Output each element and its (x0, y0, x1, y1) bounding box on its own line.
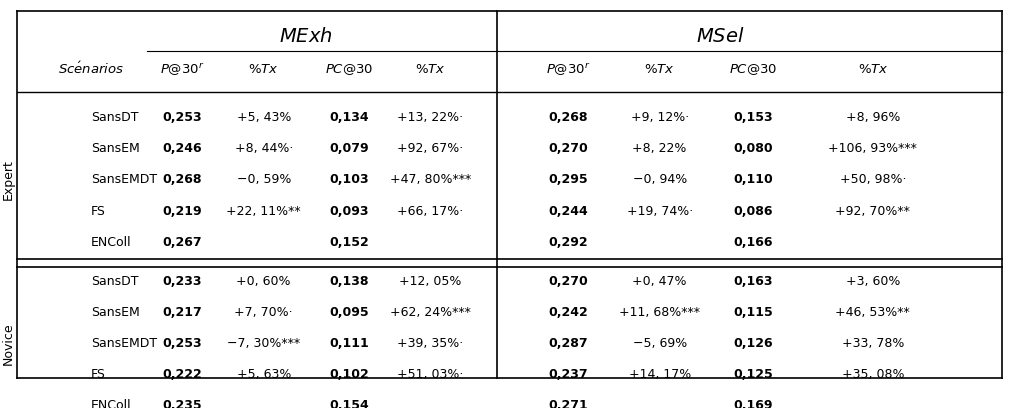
Text: 0,287: 0,287 (548, 337, 588, 350)
Text: 0,267: 0,267 (163, 236, 202, 249)
Text: 0,080: 0,080 (733, 142, 773, 155)
Text: +92, 70%**: +92, 70%** (835, 204, 910, 217)
Text: 0,242: 0,242 (548, 306, 588, 319)
Text: +19, 74%·: +19, 74%· (626, 204, 693, 217)
Text: 0,111: 0,111 (330, 337, 369, 350)
Text: $P@30^r$: $P@30^r$ (161, 61, 204, 78)
Text: 0,217: 0,217 (163, 306, 202, 319)
Text: +11, 68%***: +11, 68%*** (619, 306, 700, 319)
Text: SansEM: SansEM (92, 142, 140, 155)
Text: SansEM: SansEM (92, 306, 140, 319)
Text: +35, 08%: +35, 08% (842, 368, 904, 381)
Text: $\%Tx$: $\%Tx$ (645, 63, 675, 76)
Text: $PC@30$: $PC@30$ (729, 62, 777, 77)
Text: 0,270: 0,270 (548, 142, 588, 155)
Text: $\mathit{Sc\acute{e}narios}$: $\mathit{Sc\acute{e}narios}$ (58, 61, 124, 78)
Text: $\%Tx$: $\%Tx$ (248, 63, 279, 76)
Text: 0,110: 0,110 (733, 173, 773, 186)
Text: +106, 93%***: +106, 93%*** (829, 142, 917, 155)
Text: 0,253: 0,253 (163, 337, 202, 350)
Text: 0,134: 0,134 (330, 111, 369, 124)
Text: 0,138: 0,138 (330, 275, 369, 288)
Text: +14, 17%: +14, 17% (629, 368, 691, 381)
Text: FS: FS (92, 204, 106, 217)
Text: 0,222: 0,222 (163, 368, 202, 381)
Text: +7, 70%·: +7, 70%· (234, 306, 293, 319)
Text: $P@30^r$: $P@30^r$ (546, 61, 591, 78)
Text: 0,246: 0,246 (163, 142, 202, 155)
Text: 0,271: 0,271 (548, 399, 588, 408)
Text: 0,079: 0,079 (330, 142, 369, 155)
Text: +5, 63%: +5, 63% (237, 368, 291, 381)
Text: +39, 35%·: +39, 35%· (397, 337, 464, 350)
Text: 0,163: 0,163 (733, 275, 773, 288)
Text: $PC@30$: $PC@30$ (324, 62, 373, 77)
Text: FS: FS (92, 368, 106, 381)
Text: 0,086: 0,086 (733, 204, 773, 217)
Text: 0,235: 0,235 (163, 399, 202, 408)
Text: −0, 59%: −0, 59% (237, 173, 291, 186)
Text: −7, 30%***: −7, 30%*** (227, 337, 300, 350)
Text: −5, 69%: −5, 69% (633, 337, 686, 350)
Text: $\mathit{MExh}$: $\mathit{MExh}$ (280, 27, 334, 46)
Text: ENColl: ENColl (92, 399, 132, 408)
Text: Novice: Novice (1, 322, 14, 365)
Text: +9, 12%·: +9, 12%· (631, 111, 689, 124)
Text: 0,153: 0,153 (733, 111, 773, 124)
Text: 0,268: 0,268 (548, 111, 588, 124)
Text: ENColl: ENColl (92, 236, 132, 249)
Text: +0, 60%: +0, 60% (236, 275, 291, 288)
Text: 0,093: 0,093 (330, 204, 369, 217)
Text: +22, 11%**: +22, 11%** (227, 204, 301, 217)
Text: SansDT: SansDT (92, 275, 138, 288)
Text: 0,219: 0,219 (163, 204, 202, 217)
Text: 0,292: 0,292 (548, 236, 588, 249)
Text: +33, 78%: +33, 78% (842, 337, 904, 350)
Text: +51, 03%·: +51, 03%· (397, 368, 464, 381)
Text: +12, 05%: +12, 05% (399, 275, 462, 288)
Text: 0,237: 0,237 (548, 368, 588, 381)
Text: $\%Tx$: $\%Tx$ (857, 63, 888, 76)
Text: Expert: Expert (1, 160, 14, 200)
Text: +66, 17%·: +66, 17%· (397, 204, 464, 217)
Text: 0,233: 0,233 (163, 275, 202, 288)
Text: +47, 80%***: +47, 80%*** (390, 173, 471, 186)
Text: 0,268: 0,268 (163, 173, 202, 186)
Text: 0,152: 0,152 (330, 236, 369, 249)
Text: 0,126: 0,126 (733, 337, 773, 350)
Text: 0,103: 0,103 (330, 173, 369, 186)
Text: +62, 24%***: +62, 24%*** (390, 306, 471, 319)
Text: +8, 44%·: +8, 44%· (235, 142, 293, 155)
Text: +3, 60%: +3, 60% (846, 275, 900, 288)
Text: SansEMDT: SansEMDT (92, 173, 158, 186)
Text: 0,169: 0,169 (733, 399, 773, 408)
Text: 0,253: 0,253 (163, 111, 202, 124)
Text: 0,154: 0,154 (330, 399, 369, 408)
Text: 0,295: 0,295 (548, 173, 588, 186)
Text: +8, 22%: +8, 22% (633, 142, 686, 155)
Text: 0,166: 0,166 (733, 236, 773, 249)
Text: +92, 67%·: +92, 67%· (397, 142, 464, 155)
Text: 0,270: 0,270 (548, 275, 588, 288)
Text: 0,102: 0,102 (330, 368, 369, 381)
Text: 0,115: 0,115 (733, 306, 773, 319)
Text: SansDT: SansDT (92, 111, 138, 124)
Text: +46, 53%**: +46, 53%** (835, 306, 910, 319)
Text: +8, 96%: +8, 96% (846, 111, 900, 124)
Text: −0, 94%: −0, 94% (633, 173, 686, 186)
Text: +5, 43%: +5, 43% (237, 111, 291, 124)
Text: +0, 47%: +0, 47% (633, 275, 686, 288)
Text: +13, 22%·: +13, 22%· (397, 111, 464, 124)
Text: +50, 98%·: +50, 98%· (840, 173, 906, 186)
Text: $\%Tx$: $\%Tx$ (415, 63, 445, 76)
Text: SansEMDT: SansEMDT (92, 337, 158, 350)
Text: 0,125: 0,125 (733, 368, 773, 381)
Text: 0,095: 0,095 (330, 306, 369, 319)
Text: 0,244: 0,244 (548, 204, 588, 217)
Text: $\mathit{MSel}$: $\mathit{MSel}$ (697, 27, 744, 46)
